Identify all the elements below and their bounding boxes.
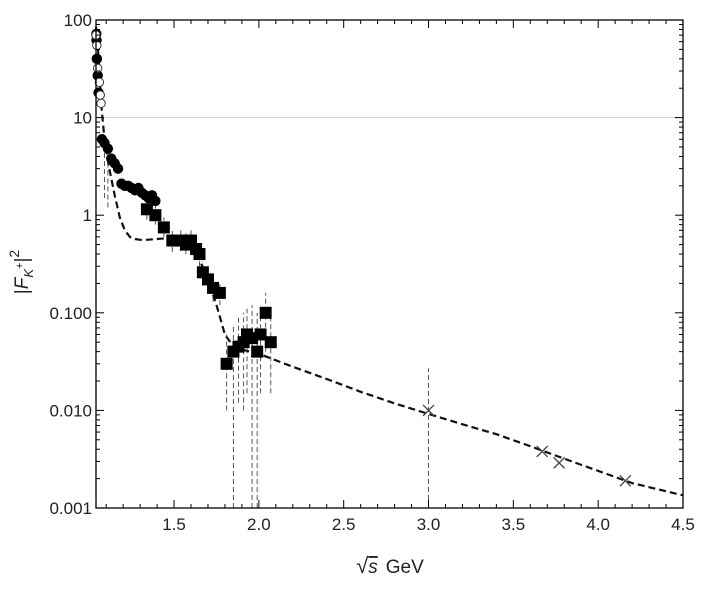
x-tick-label: 4.0: [586, 515, 610, 534]
data-point-filled-square: [254, 328, 267, 341]
data-point-open-circle: [96, 98, 106, 109]
data-point-filled-square: [149, 209, 162, 222]
data-point-open-circle: [95, 90, 105, 100]
x-tick-label: 3.5: [502, 515, 526, 534]
plot-area: [91, 19, 684, 509]
y-axis: 0.001 0.010 0.100 1 10 100: [49, 11, 683, 518]
data-point-filled-circle: [112, 163, 124, 174]
y-tick-label: 1: [83, 206, 92, 225]
data-point-cross: [619, 474, 632, 487]
data-point-cross: [553, 456, 566, 469]
x-axis-variable: s: [368, 557, 378, 578]
x-tick-label: 1.5: [162, 515, 186, 534]
y-axis-subscript: K: [21, 268, 36, 278]
data-point-filled-square: [193, 248, 206, 261]
y-tick-label: 0.010: [49, 401, 92, 420]
x-tick-label: 4.5: [671, 515, 695, 534]
y-axis-bar-left: |: [12, 289, 33, 294]
data-point-filled-circle: [102, 143, 114, 154]
y-axis-symbol: F: [12, 276, 33, 289]
data-point-filled-square: [264, 336, 277, 349]
y-tick-label: 0.001: [49, 499, 92, 518]
y-tick-label: 100: [64, 11, 92, 30]
plot-frame: [95, 19, 684, 509]
data-point-filled-square: [157, 221, 170, 234]
data-point-filled-square: [213, 286, 226, 299]
y-tick-label: 0.100: [49, 304, 92, 323]
data-point-filled-square: [220, 357, 233, 370]
data-point-open-circle: [94, 77, 105, 87]
x-axis-unit: GeV: [386, 557, 424, 578]
data-point-filled-square: [259, 306, 272, 319]
data-point-filled-square: [251, 345, 264, 358]
x-axis: 1.5 2.0 2.5 3.0 3.5 4.0 4.5: [105, 20, 695, 534]
y-axis-bar-right: |: [12, 258, 33, 263]
y-axis-exponent: 2: [6, 250, 22, 258]
x-axis-title: √s GeV: [356, 553, 424, 578]
data-point-cross: [422, 404, 435, 417]
x-tick-label: 2.5: [332, 515, 356, 534]
data-point-open-circle: [92, 40, 102, 51]
data-point-cross: [536, 445, 549, 458]
x-tick-label: 3.0: [417, 515, 441, 534]
y-axis-title: |FK+|2: [6, 250, 36, 295]
x-tick-label: 2.0: [247, 515, 271, 534]
x-axis-radical: √: [356, 553, 369, 578]
y-tick-label: 10: [73, 109, 92, 128]
y-axis-sub-superscript: +: [14, 263, 26, 269]
fit-curve: [94, 26, 684, 497]
